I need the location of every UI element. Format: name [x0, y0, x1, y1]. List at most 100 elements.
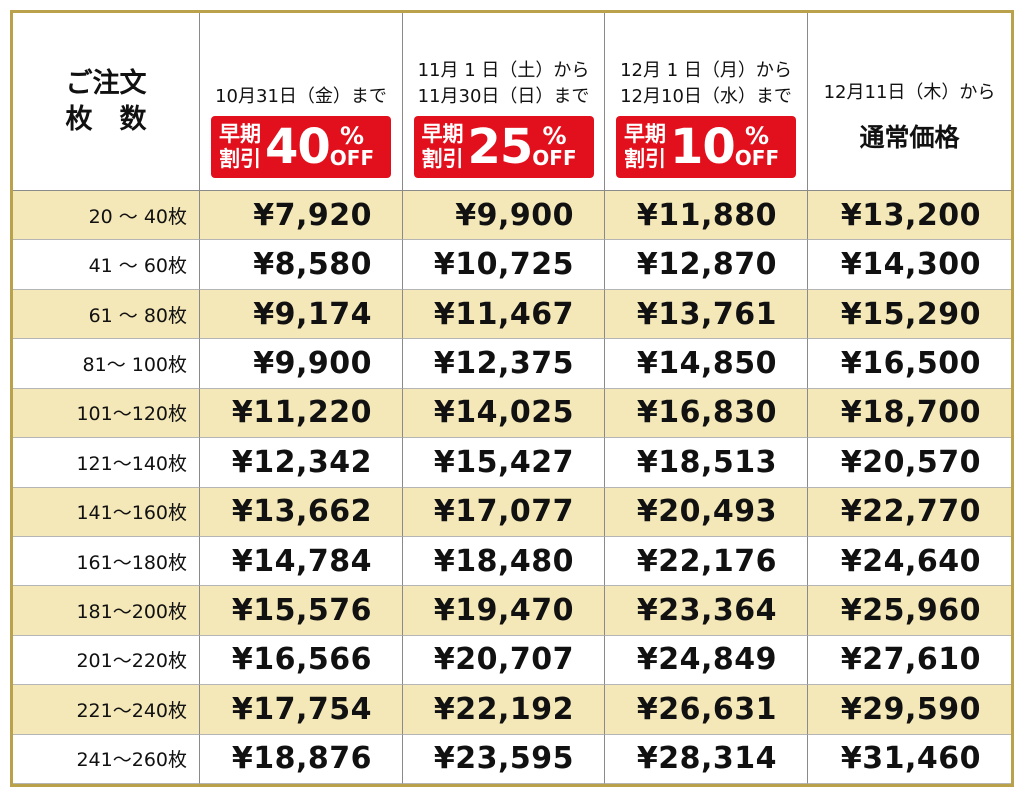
price: ¥16,830	[605, 388, 808, 439]
quantity-label: 201～220枚	[13, 635, 200, 686]
percent-sign: %	[339, 122, 364, 150]
price: ¥18,480	[403, 536, 605, 587]
period-date: 12月10日（水）まで	[620, 86, 792, 107]
period-date: 12月 1 日（月）から	[620, 60, 792, 81]
quantity-label: 141～160枚	[13, 487, 200, 537]
price: ¥23,364	[605, 586, 808, 636]
quantity-label: 161～180枚	[13, 536, 200, 587]
column-header: 12月 1 日（月）から 12月10日（水）まで早期 割引 10% OFF	[605, 13, 808, 191]
price: ¥13,662	[200, 487, 403, 537]
price: ¥11,880	[605, 191, 808, 241]
percent-sign: %	[744, 122, 769, 150]
quantity-label: 221～240枚	[13, 685, 200, 735]
price: ¥17,754	[200, 685, 403, 735]
badge-label: 早期 割引	[422, 122, 464, 172]
price: ¥22,176	[605, 536, 808, 587]
badge-label-line: 割引	[219, 147, 261, 171]
price: ¥15,427	[403, 438, 605, 488]
badge-label: 早期 割引	[219, 122, 261, 172]
price: ¥29,590	[808, 685, 1011, 735]
badge-label-line: 割引	[421, 147, 464, 171]
price: ¥12,342	[200, 438, 403, 488]
price: ¥19,470	[403, 586, 605, 636]
column-header: 10月31日（金）まで早期 割引 40% OFF	[200, 13, 403, 191]
period-date: 11月30日（日）まで	[417, 86, 590, 107]
off-text: OFF	[329, 146, 375, 170]
price: ¥15,290	[808, 289, 1011, 340]
corner-header: ご注文枚 数	[13, 13, 200, 191]
price: ¥22,770	[808, 487, 1011, 537]
discount-rate: 25	[467, 119, 534, 175]
badge-label-line: 割引	[624, 147, 666, 171]
price: ¥16,500	[808, 339, 1011, 389]
price: ¥13,200	[808, 191, 1011, 241]
price: ¥27,610	[808, 636, 1011, 686]
period-date: 10月31日（金）まで	[215, 86, 387, 107]
price: ¥20,493	[605, 487, 808, 537]
price: ¥24,849	[605, 635, 808, 686]
quantity-label: 241～260枚	[13, 734, 200, 784]
discount-badge: 早期 割引 25% OFF	[413, 116, 594, 178]
price: ¥7,920	[200, 191, 403, 241]
badge-label: 早期 割引	[624, 122, 666, 172]
price-table: ご注文枚 数 10月31日（金）まで 早期 割引 40% OFF 11月 1 日（土）から 1…	[10, 10, 1014, 787]
off-text: OFF	[734, 146, 780, 170]
percent-sign: %	[542, 122, 567, 150]
price: ¥31,460	[808, 735, 1011, 784]
regular-price-label: 通常価格	[859, 123, 960, 152]
quantity-label: 20 ～ 40枚	[13, 191, 200, 241]
quantity-label: 41 ～ 60枚	[13, 240, 200, 290]
price: ¥15,576	[200, 586, 403, 636]
discount-badge: 早期 割引 10% OFF	[616, 116, 796, 178]
price: ¥11,467	[403, 289, 605, 340]
badge-label-line: 早期	[624, 122, 666, 146]
quantity-label: 181～200枚	[13, 586, 200, 636]
corner-line: ご注文	[65, 67, 147, 99]
quantity-label: 61 ～ 80枚	[13, 289, 200, 340]
off-text: OFF	[532, 146, 577, 170]
column-header: 11月 1 日（土）から 11月30日（日）まで早期 割引 25% OFF	[403, 13, 605, 191]
price: ¥20,707	[403, 635, 605, 686]
price: ¥24,640	[808, 537, 1011, 587]
price: ¥26,631	[605, 685, 808, 735]
price: ¥14,025	[403, 388, 605, 439]
price: ¥8,580	[200, 240, 403, 290]
price: ¥14,300	[808, 240, 1011, 290]
price: ¥18,876	[200, 734, 403, 784]
price: ¥16,566	[200, 635, 403, 686]
price: ¥11,220	[200, 388, 403, 439]
quantity-label: 101～120枚	[13, 388, 200, 439]
price: ¥22,192	[403, 685, 605, 735]
corner-line: 枚 数	[65, 103, 147, 135]
percent-off: % OFF	[734, 122, 780, 170]
price: ¥12,870	[605, 240, 808, 290]
period-date: 11月 1 日（土）から	[417, 60, 590, 81]
price: ¥25,960	[808, 586, 1011, 636]
price: ¥14,850	[605, 339, 808, 389]
price: ¥28,314	[605, 734, 808, 784]
price: ¥17,077	[403, 487, 605, 537]
quantity-label: 121～140枚	[13, 438, 200, 488]
price: ¥9,900	[403, 191, 605, 241]
column-header: 12月11日（木）から通常価格	[808, 13, 1011, 191]
period-date: 12月11日（木）から	[823, 82, 996, 103]
discount-rate: 10	[670, 119, 736, 175]
price: ¥18,513	[605, 438, 808, 488]
badge-label-line: 早期	[421, 122, 464, 146]
price: ¥14,784	[200, 536, 403, 587]
price: ¥13,761	[605, 289, 808, 340]
price: ¥12,375	[403, 339, 605, 389]
price: ¥9,900	[200, 339, 403, 389]
discount-rate: 40	[265, 119, 331, 175]
percent-off: % OFF	[329, 122, 375, 170]
quantity-label: 81～ 100枚	[13, 339, 200, 389]
price: ¥18,700	[808, 388, 1011, 439]
price: ¥10,725	[403, 240, 605, 290]
discount-badge: 早期 割引 40% OFF	[211, 116, 391, 178]
price: ¥20,570	[808, 438, 1011, 488]
price: ¥23,595	[403, 734, 605, 784]
badge-label-line: 早期	[219, 122, 261, 146]
price: ¥9,174	[200, 289, 403, 340]
percent-off: % OFF	[532, 122, 577, 170]
